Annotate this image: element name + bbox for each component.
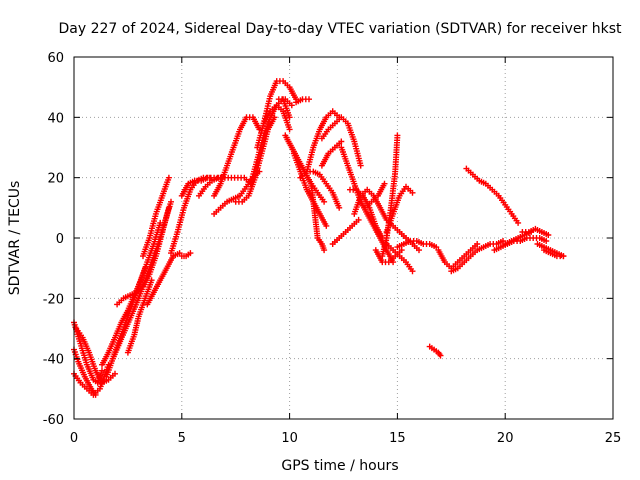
data-series-arc-28 — [308, 180, 328, 254]
data-series-arc-31 — [329, 216, 362, 247]
data-series-arc-38 — [383, 241, 416, 275]
y-tick-label: -40 — [43, 353, 64, 368]
x-tick-label: 20 — [497, 431, 514, 446]
data-point-markers — [247, 96, 293, 187]
data-series-arc-08 — [114, 204, 172, 308]
data-point-markers — [394, 238, 440, 251]
data-series-arc-27 — [303, 108, 343, 175]
data-point-markers — [383, 241, 416, 275]
data-point-markers — [254, 102, 293, 151]
data-point-markers — [318, 138, 345, 169]
data-point-markers — [211, 114, 263, 199]
data-point-markers — [73, 325, 118, 386]
data-point-markers — [362, 180, 388, 211]
data-point-markers — [541, 247, 567, 260]
data-point-markers — [124, 277, 155, 356]
data-point-markers — [144, 250, 183, 308]
y-tick-label: 60 — [47, 51, 64, 66]
data-point-markers — [275, 96, 295, 109]
axis-ticks: 0 5 10 15 20 25 -60 -40 -20 0 20 40 60 — [43, 51, 622, 446]
data-series-arc-15 — [196, 174, 254, 199]
data-series-arc-18 — [232, 114, 278, 205]
data-point-markers — [318, 114, 364, 169]
data-point-markers — [519, 225, 552, 238]
x-tick-label: 25 — [605, 431, 622, 446]
data-series-arc-09 — [124, 277, 155, 356]
data-point-markers — [308, 180, 328, 254]
chart-title: Day 227 of 2024, Sidereal Day-to-day VTE… — [59, 21, 622, 37]
x-tick-label: 0 — [70, 431, 78, 446]
data-point-markers — [303, 108, 343, 175]
data-series-arc-10 — [140, 174, 172, 260]
data-series-arc-19 — [247, 96, 293, 187]
data-series-arc-41 — [426, 343, 444, 359]
y-tick-label: 40 — [47, 111, 64, 126]
data-point-markers — [140, 174, 172, 260]
data-series-arc-12 — [168, 174, 213, 257]
data-point-markers — [463, 165, 522, 226]
y-tick-label: 20 — [47, 172, 64, 187]
data-series-arc-26 — [297, 168, 343, 211]
y-tick-label: -20 — [43, 292, 64, 307]
data-point-markers — [372, 247, 405, 266]
data-point-markers — [383, 183, 416, 235]
data-marks — [71, 78, 567, 398]
data-series-arc-43 — [448, 238, 506, 275]
data-series-arc-35 — [362, 180, 388, 211]
data-point-markers — [168, 174, 213, 257]
data-series-arc-30 — [318, 114, 364, 169]
data-series-arc-04 — [73, 325, 118, 386]
data-series-arc-40 — [394, 238, 440, 251]
data-series-arc-29 — [318, 138, 345, 169]
data-point-markers — [196, 174, 254, 199]
data-series-arc-17 — [211, 114, 263, 199]
data-series-arc-44 — [463, 165, 522, 226]
data-series-arc-22 — [275, 96, 295, 109]
data-point-markers — [297, 168, 343, 211]
y-tick-label: -60 — [43, 413, 64, 428]
x-axis-label: GPS time / hours — [281, 458, 398, 474]
x-tick-label: 5 — [178, 431, 186, 446]
y-axis-label: SDTVAR / TECUs — [7, 181, 23, 296]
data-series-arc-37 — [383, 183, 416, 235]
data-series-arc-23 — [293, 96, 312, 106]
data-series-arc-39 — [372, 247, 405, 266]
x-tick-label: 10 — [281, 431, 298, 446]
data-point-markers — [426, 343, 444, 359]
data-series-arc-47 — [519, 225, 552, 238]
data-series-arc-21 — [254, 102, 293, 151]
x-tick-label: 15 — [389, 431, 406, 446]
data-series-arc-49 — [541, 247, 567, 260]
data-point-markers — [114, 204, 172, 308]
y-tick-label: 0 — [56, 232, 64, 247]
data-point-markers — [178, 250, 194, 260]
data-point-markers — [448, 238, 506, 275]
data-series-arc-14 — [178, 250, 194, 260]
data-point-markers — [329, 216, 362, 247]
data-point-markers — [232, 114, 278, 205]
data-point-markers — [293, 96, 312, 106]
data-series-arc-11 — [144, 250, 183, 308]
